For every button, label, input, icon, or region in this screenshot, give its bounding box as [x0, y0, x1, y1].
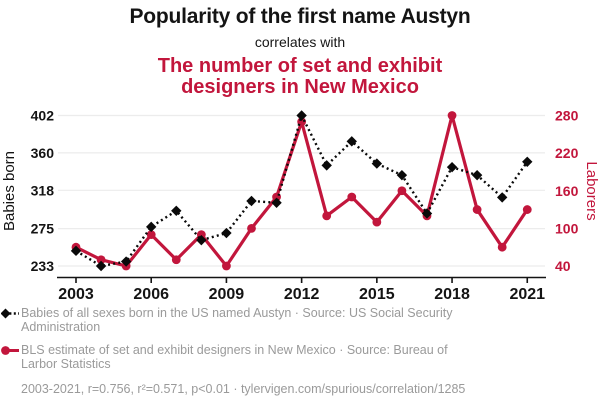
data-point-designers [372, 217, 382, 227]
data-point-designers [522, 205, 532, 214]
legend: Babies of all sexes born in the US named… [1, 306, 581, 381]
data-point-austyn [421, 208, 433, 219]
data-point-austyn [271, 197, 282, 208]
data-point-austyn [296, 110, 307, 121]
footer-stats: 2003-2021, r=0.756, r²=0.571, p<0.01 · t… [21, 382, 466, 396]
y-tick-label-right: 100 [555, 220, 579, 236]
legend-item-label: Babies of all sexes born in the US named… [21, 306, 453, 334]
x-tick-label: 2009 [209, 286, 245, 303]
line-chart: 233 275 318 360 402 40 100 160 220 280 2003 2006 200… [1, 108, 600, 304]
black-diamond-dashed-icon [1, 308, 19, 319]
axis-title-left: Babies born [1, 151, 18, 231]
x-tick-label: 2021 [509, 286, 545, 303]
y-tick-label-right: 220 [555, 145, 579, 161]
y-tick-label-right: 280 [555, 108, 579, 124]
red-circle-solid-icon [1, 346, 19, 355]
data-point-designers [222, 261, 231, 271]
legend-item-designers: BLS estimate of set and exhibit designer… [1, 343, 581, 371]
data-point-austyn [496, 192, 508, 203]
data-point-designers [447, 111, 457, 120]
page-subtitle: The number of set and exhibit designers … [157, 55, 443, 98]
y-tick-label-right: 160 [555, 183, 579, 199]
data-point-designers [247, 223, 256, 233]
data-point-designers [397, 186, 407, 196]
data-point-designers [96, 255, 106, 265]
y-tick-label-left: 360 [31, 145, 55, 161]
data-point-designers [497, 242, 507, 252]
data-point-austyn [70, 245, 82, 257]
data-point-austyn [146, 221, 157, 233]
y-tick-label-right: 40 [555, 258, 571, 274]
y-tick-label-left: 402 [31, 108, 55, 124]
correlates-with-label: correlates with [254, 34, 346, 50]
data-point-austyn [321, 160, 332, 171]
chart-header: Popularity of the first name Austyn corr… [0, 5, 600, 98]
legend-item-label: BLS estimate of set and exhibit designer… [21, 343, 448, 371]
data-point-austyn [246, 195, 257, 207]
data-point-designers [347, 192, 357, 202]
y-tick-label-left: 233 [31, 258, 55, 274]
data-point-designers [171, 255, 181, 265]
x-tick-label: 2003 [58, 286, 94, 303]
page-title: Popularity of the first name Austyn [129, 5, 471, 28]
data-point-austyn [346, 136, 357, 147]
x-tick-label: 2012 [284, 286, 320, 303]
axis-title-right: Laborers [583, 161, 600, 220]
data-point-designers [146, 230, 156, 240]
data-point-austyn [221, 227, 232, 239]
x-tick-label: 2018 [434, 286, 470, 303]
data-point-austyn [171, 205, 182, 216]
y-tick-label-left: 275 [31, 221, 55, 237]
x-tick-label: 2006 [133, 286, 169, 303]
data-point-designers [322, 211, 332, 221]
data-point-austyn [95, 260, 107, 272]
data-point-austyn [371, 158, 383, 169]
y-tick-label-left: 318 [31, 182, 55, 198]
data-point-designers [472, 205, 482, 214]
data-point-austyn [446, 161, 458, 173]
x-tick-label: 2015 [359, 286, 395, 303]
legend-item-austyn-babies: Babies of all sexes born in the US named… [1, 306, 581, 334]
data-point-austyn [196, 234, 207, 246]
data-point-austyn [522, 156, 533, 168]
